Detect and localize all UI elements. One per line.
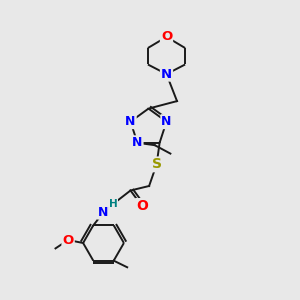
Text: N: N: [98, 206, 108, 219]
Text: N: N: [161, 68, 172, 81]
Text: N: N: [125, 115, 136, 128]
Text: N: N: [161, 115, 172, 128]
Text: S: S: [152, 158, 162, 171]
Text: O: O: [62, 233, 74, 247]
Text: H: H: [109, 199, 118, 209]
Text: N: N: [132, 136, 142, 149]
Text: O: O: [161, 30, 172, 44]
Text: O: O: [136, 199, 148, 213]
